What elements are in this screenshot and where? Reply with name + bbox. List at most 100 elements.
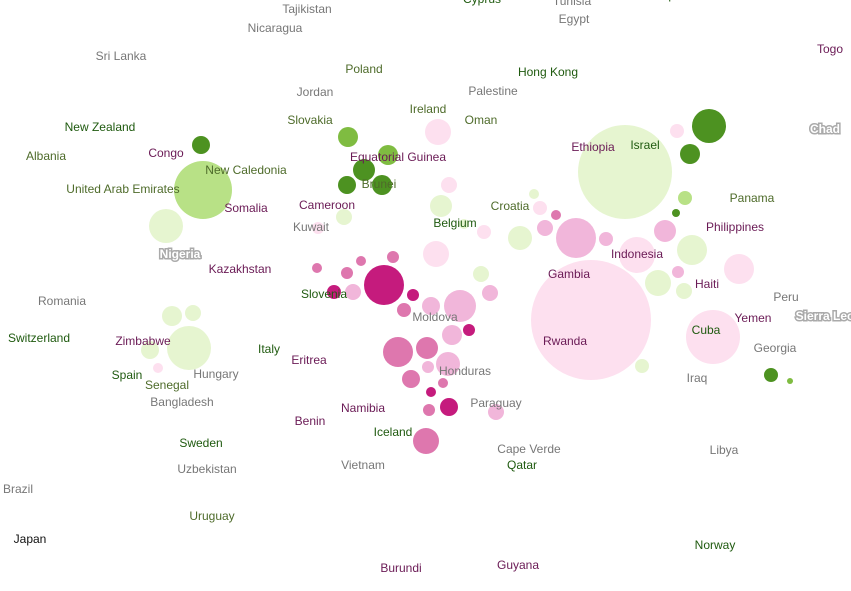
country-label: Paraguay: [470, 396, 521, 410]
bubble: [426, 387, 436, 397]
country-label: Norway: [695, 538, 736, 552]
country-label: Tajikistan: [282, 2, 331, 16]
bubble: [676, 283, 692, 299]
bubble: [425, 119, 451, 145]
country-label: Brunei: [362, 177, 397, 191]
country-label: Guyana: [497, 558, 539, 572]
country-label: Cuba: [692, 323, 721, 337]
bubble: [459, 219, 469, 229]
country-label: Albania: [26, 149, 66, 163]
country-label: Bangladesh: [150, 395, 213, 409]
bubble: [436, 352, 460, 376]
country-label: Senegal: [145, 378, 189, 392]
bubble: [430, 195, 452, 217]
country-label: Togo: [817, 42, 843, 56]
country-label: Moldova: [412, 310, 458, 324]
country-label: Ethiopia: [571, 140, 615, 154]
bubble: [677, 235, 707, 265]
bubble: [635, 359, 649, 373]
bubble: [356, 256, 366, 266]
country-label: New Caledonia: [205, 163, 287, 177]
country-label: Nicaragua: [248, 21, 303, 35]
bubble: [422, 297, 440, 315]
bubble: [336, 209, 352, 225]
country-label: Sweden: [179, 436, 222, 450]
country-label: Oman: [465, 113, 498, 127]
bubble: [338, 127, 358, 147]
country-label: Cyprus: [463, 0, 501, 6]
country-label: Switzerland: [8, 331, 70, 345]
bubble: [185, 305, 201, 321]
bubble: [167, 326, 211, 370]
bubble: [378, 145, 398, 165]
country-label: Chad: [810, 122, 840, 136]
bubble: [578, 125, 672, 219]
country-label: Panama: [730, 191, 775, 205]
country-label: Benin: [295, 414, 326, 428]
country-label: Equatorial Guinea: [350, 150, 446, 164]
country-label: Jordan: [297, 85, 334, 99]
country-label: Iceland: [374, 425, 413, 439]
bubble: [327, 285, 341, 299]
bubble: [645, 270, 671, 296]
country-label: Japan: [14, 532, 47, 546]
bubble: [407, 289, 419, 301]
bubble: [724, 254, 754, 284]
bubble: [441, 177, 457, 193]
bubble: [531, 260, 651, 380]
bubble: [444, 290, 476, 322]
country-label: Uruguay: [189, 509, 234, 523]
country-label: Croatia: [491, 199, 530, 213]
bubble: [672, 209, 680, 217]
bubble: [372, 175, 392, 195]
country-label: Yemen: [735, 311, 772, 325]
country-label: Namibia: [341, 401, 385, 415]
country-label: Peru: [773, 290, 798, 304]
country-label: Sierra Leone: [796, 309, 851, 323]
bubble: [353, 159, 375, 181]
bubble: [413, 428, 439, 454]
country-label: Haiti: [695, 277, 719, 291]
country-label: Vietnam: [341, 458, 385, 472]
country-labels: Tajikistan Cyprus Tunisia Egypt Mozambique To…: [3, 0, 851, 575]
country-label: Ireland: [410, 102, 447, 116]
bubble: [537, 220, 553, 236]
country-label: Mozambique: [616, 0, 685, 2]
country-label: Uzbekistan: [177, 462, 236, 476]
country-label: Slovenia: [301, 287, 347, 301]
bubble: [440, 398, 458, 416]
bubble: [787, 378, 793, 384]
bubble: [619, 237, 655, 273]
country-label: Kazakhstan: [209, 262, 272, 276]
country-label: Somalia: [224, 201, 268, 215]
country-label: Italy: [258, 342, 280, 356]
country-label: Zimbabwe: [115, 334, 171, 348]
bubble: [162, 306, 182, 326]
country-label: Brazil: [3, 482, 33, 496]
country-label: Israel: [630, 138, 659, 152]
country-label: Rwanda: [543, 334, 587, 348]
bubble: [508, 226, 532, 250]
country-label: Cameroon: [299, 198, 355, 212]
bubble: [599, 232, 613, 246]
bubble: [312, 222, 324, 234]
bubble: [174, 161, 232, 219]
bubble: [482, 285, 498, 301]
bubble: [670, 124, 684, 138]
country-label: Georgia: [754, 341, 797, 355]
bubble: [551, 210, 561, 220]
bubble: [463, 324, 475, 336]
bubble: [678, 191, 692, 205]
bubble: [438, 378, 448, 388]
bubble: [533, 201, 547, 215]
bubble: [192, 136, 210, 154]
country-label: Iraq: [687, 371, 708, 385]
bubble: [141, 341, 159, 359]
bubble: [345, 284, 361, 300]
country-label: Qatar: [507, 458, 537, 472]
country-label: Gambia: [548, 267, 590, 281]
bubble: [556, 218, 596, 258]
bubble: [423, 404, 435, 416]
country-label: Tunisia: [553, 0, 592, 8]
